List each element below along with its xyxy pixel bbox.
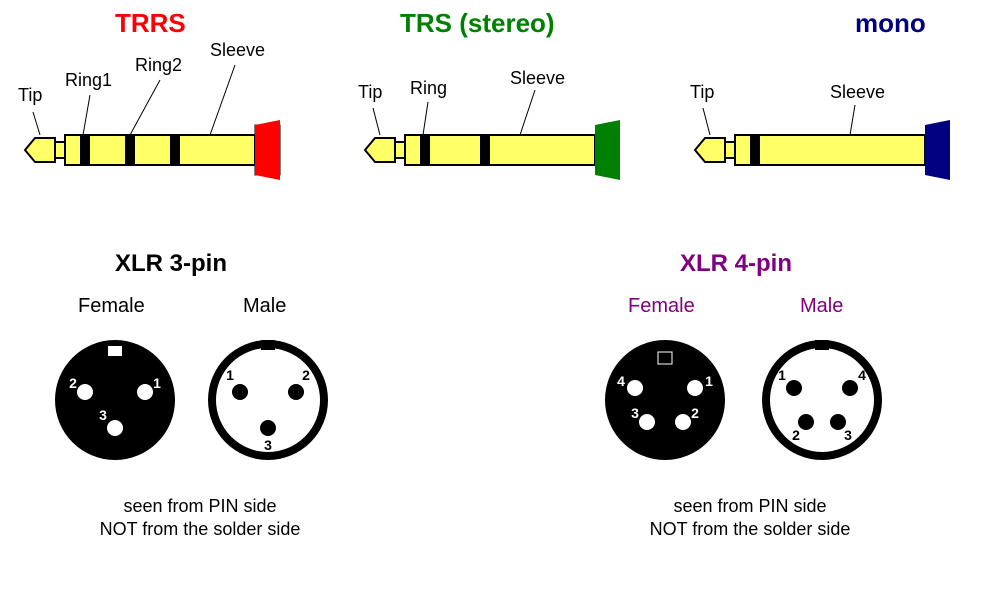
svg-text:2: 2	[792, 427, 800, 443]
svg-text:1: 1	[778, 367, 786, 383]
xlr4-caption-line1: seen from PIN side	[673, 496, 826, 516]
xlr3-male: 1 2 3	[206, 338, 330, 462]
mono-jack	[690, 40, 999, 200]
trs-title: TRS (stereo)	[400, 8, 555, 39]
svg-text:1: 1	[226, 367, 234, 383]
xlr4-caption-line2: NOT from the solder side	[650, 519, 851, 539]
xlr3-male-label: Male	[243, 295, 286, 318]
xlr3-title: XLR 3-pin	[115, 250, 227, 278]
trrs-jack	[20, 40, 330, 200]
svg-text:3: 3	[264, 437, 272, 453]
svg-text:4: 4	[858, 367, 866, 383]
svg-text:3: 3	[631, 405, 639, 421]
xlr3-caption: seen from PIN side NOT from the solder s…	[70, 495, 330, 542]
xlr3-caption-line1: seen from PIN side	[123, 496, 276, 516]
svg-text:1: 1	[705, 373, 713, 389]
xlr4-male-label: Male	[800, 295, 843, 318]
svg-text:4: 4	[617, 373, 625, 389]
xlr4-female-label: Female	[628, 295, 695, 318]
xlr3-female: 1 2 3	[53, 338, 177, 462]
xlr3-female-label: Female	[78, 295, 145, 318]
xlr4-male: 1 2 3 4	[760, 338, 884, 462]
svg-text:2: 2	[69, 375, 77, 391]
trrs-title: TRRS	[115, 8, 186, 39]
svg-text:3: 3	[99, 407, 107, 423]
mono-title: mono	[855, 8, 926, 39]
svg-text:3: 3	[844, 427, 852, 443]
trs-jack	[360, 40, 670, 200]
xlr4-caption: seen from PIN side NOT from the solder s…	[620, 495, 880, 542]
xlr3-caption-line2: NOT from the solder side	[100, 519, 301, 539]
svg-text:2: 2	[691, 405, 699, 421]
svg-text:2: 2	[302, 367, 310, 383]
xlr4-title: XLR 4-pin	[680, 250, 792, 278]
xlr4-female: 1 2 3 4	[603, 338, 727, 462]
svg-text:1: 1	[153, 375, 161, 391]
